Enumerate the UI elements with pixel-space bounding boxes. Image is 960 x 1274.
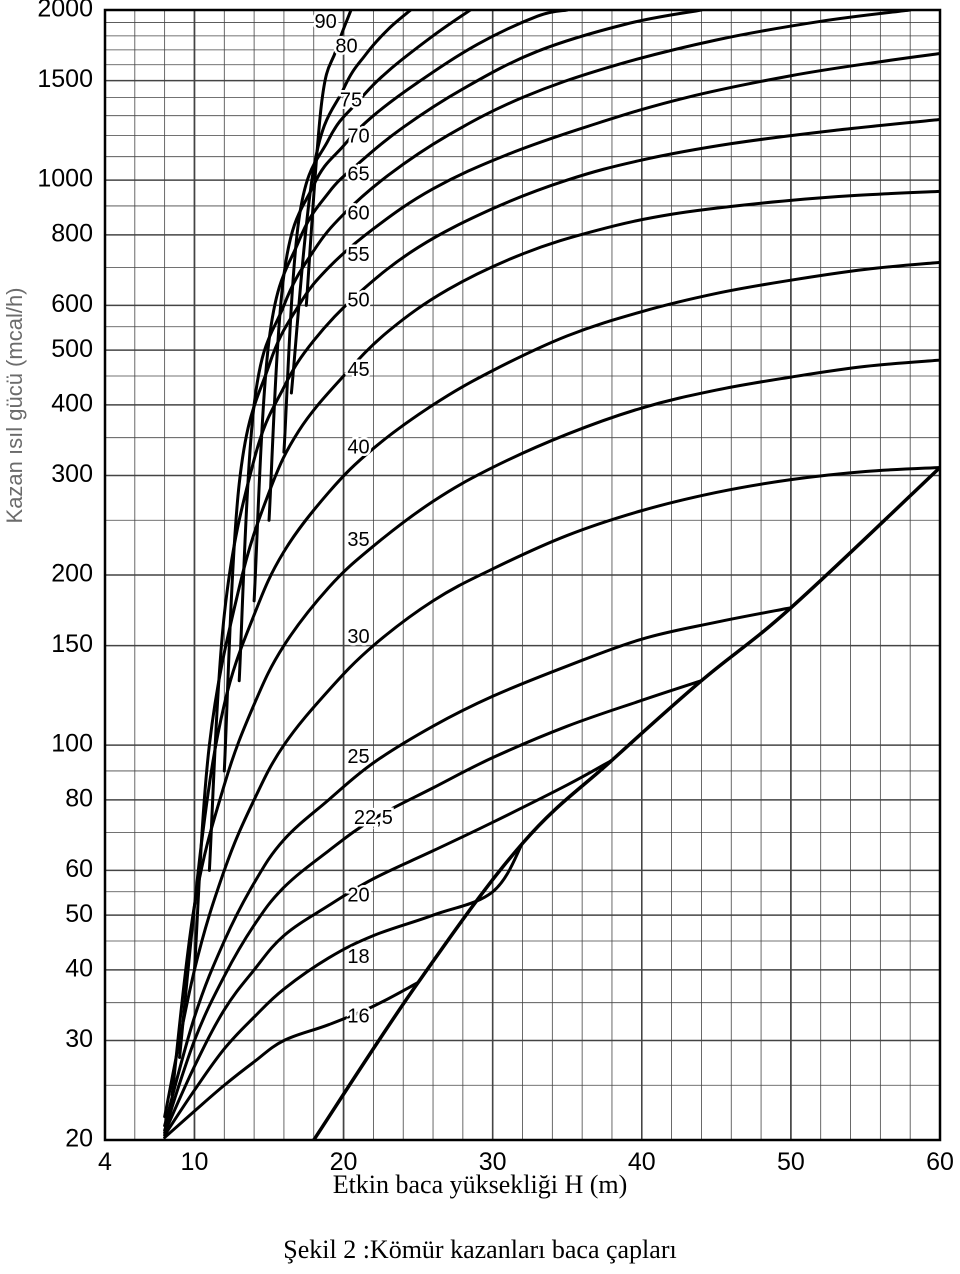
svg-text:800: 800 (51, 219, 93, 247)
figure-title: Şekil 2 :Kömür kazanları baca çapları (0, 1235, 960, 1265)
svg-text:20: 20 (347, 885, 369, 907)
svg-text:16: 16 (347, 1005, 369, 1027)
svg-text:300: 300 (51, 460, 93, 488)
svg-text:40: 40 (347, 437, 369, 459)
svg-text:35: 35 (347, 529, 369, 551)
svg-text:55: 55 (347, 244, 369, 266)
svg-text:80: 80 (65, 784, 93, 812)
svg-text:600: 600 (51, 290, 93, 318)
svg-text:60: 60 (347, 203, 369, 225)
svg-text:50: 50 (347, 290, 369, 312)
svg-text:Kazan ısıl gücü (mcal/h): Kazan ısıl gücü (mcal/h) (2, 288, 27, 524)
svg-text:2000: 2000 (37, 0, 93, 23)
svg-text:500: 500 (51, 335, 93, 363)
svg-text:70: 70 (347, 126, 369, 148)
page: 16161818202022,522,525253030353540404545… (0, 0, 960, 1269)
svg-text:22,5: 22,5 (354, 807, 393, 829)
svg-text:65: 65 (347, 164, 369, 186)
svg-text:25: 25 (347, 746, 369, 768)
svg-text:30: 30 (347, 626, 369, 648)
svg-text:50: 50 (65, 900, 93, 928)
svg-text:80: 80 (335, 35, 357, 57)
svg-text:1500: 1500 (37, 65, 93, 93)
svg-text:40: 40 (65, 955, 93, 983)
svg-text:200: 200 (51, 560, 93, 588)
chart-svg: 16161818202022,522,525253030353540404545… (0, 0, 960, 1269)
svg-text:75: 75 (340, 89, 362, 111)
svg-text:1000: 1000 (37, 165, 93, 193)
svg-text:18: 18 (347, 946, 369, 968)
svg-text:90: 90 (315, 11, 337, 33)
svg-text:100: 100 (51, 730, 93, 758)
chart-container: 16161818202022,522,525253030353540404545… (0, 0, 960, 1274)
svg-text:20: 20 (65, 1125, 93, 1153)
svg-text:60: 60 (65, 855, 93, 883)
svg-text:30: 30 (65, 1025, 93, 1053)
svg-text:150: 150 (51, 630, 93, 658)
svg-text:400: 400 (51, 390, 93, 418)
svg-text:45: 45 (347, 359, 369, 381)
x-axis-label: Etkin baca yüksekliği H (m) (0, 1170, 960, 1200)
